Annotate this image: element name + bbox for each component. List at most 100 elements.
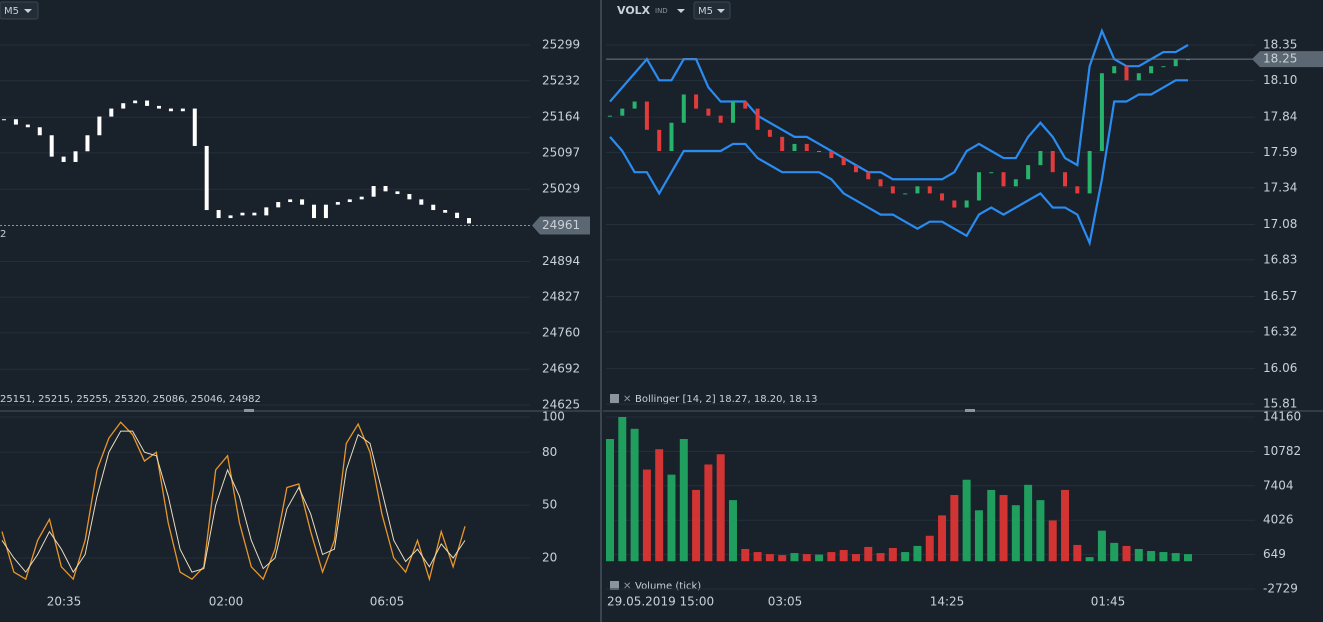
y-tick-label: 25232 (542, 73, 580, 87)
volume-bar (753, 552, 762, 562)
candle (121, 103, 126, 109)
candle (792, 143, 797, 152)
timeframe[interactable]: M5 (698, 6, 713, 17)
volume-bar (1036, 500, 1045, 562)
candle (347, 199, 352, 203)
candle (2, 119, 6, 121)
volume-bar (667, 474, 676, 562)
volume-bar (765, 554, 774, 562)
dropdown-box[interactable] (693, 1, 731, 20)
x-tick-label: 01:45 (1091, 595, 1126, 609)
volume-bar (606, 438, 614, 562)
y-tick-label: 25164 (542, 110, 580, 124)
x-tick-label: 20:35 (47, 595, 82, 609)
candle (632, 101, 637, 109)
volume-bar (1110, 542, 1119, 562)
candle (940, 193, 945, 201)
candle (866, 172, 871, 180)
candle (383, 186, 388, 192)
volume-label: Volume (tick) (635, 581, 701, 592)
volume-bar (1073, 544, 1082, 562)
y-tick-label: 14160 (1263, 410, 1301, 424)
candle (841, 158, 846, 166)
candle (1173, 59, 1178, 67)
y-tick-label: 16.32 (1263, 324, 1297, 338)
volume-bar (1085, 557, 1094, 562)
timeframe-dropdown[interactable]: M5 (693, 1, 731, 20)
volume-bar (741, 548, 750, 562)
volume-bar (1147, 551, 1156, 562)
y-tick-label: 649 (1263, 547, 1286, 561)
y-tick-label: 24894 (542, 254, 580, 268)
candle (371, 186, 376, 197)
symbol-badge: IND (655, 7, 668, 15)
close-icon[interactable]: ✕ (623, 581, 631, 592)
volume-bar (802, 554, 811, 562)
candle (216, 210, 221, 219)
candle (133, 100, 138, 104)
volume-bar (962, 479, 971, 562)
y-tick-label: 25097 (542, 145, 580, 159)
volume-bar (999, 495, 1008, 562)
candle (407, 194, 412, 200)
candle (85, 135, 90, 152)
y-tick-label: 17.84 (1263, 110, 1297, 124)
timeframe[interactable]: M5 (4, 6, 19, 17)
dropdown-arrow[interactable] (24, 9, 32, 13)
candle (192, 108, 197, 146)
volume-bar (642, 469, 651, 562)
candle (1038, 151, 1043, 166)
candle (228, 215, 233, 219)
candle (952, 200, 957, 208)
resize-handle[interactable] (965, 409, 975, 412)
volume-bar (1184, 554, 1192, 562)
dropdown-box[interactable] (0, 1, 39, 20)
y-tick-label: 24760 (542, 325, 580, 339)
menu-icon[interactable] (610, 394, 619, 403)
volume-bar (913, 545, 922, 562)
y-tick-label: 15.81 (1263, 397, 1297, 411)
close-icon[interactable]: ✕ (623, 394, 631, 405)
candle (706, 108, 711, 116)
volume-bar (901, 552, 910, 562)
dropdown-arrow[interactable] (677, 9, 685, 13)
volume-bar (1097, 530, 1106, 562)
candle (300, 199, 305, 205)
candle (1161, 66, 1166, 68)
candle (49, 135, 54, 157)
dropdown-arrow[interactable] (717, 9, 725, 13)
volume-bar (1011, 505, 1020, 562)
resize-handle[interactable] (244, 409, 254, 412)
bollinger-upper (609, 27, 1189, 181)
y-tick-label: 100 (542, 410, 565, 424)
candle (1136, 73, 1141, 81)
volume-bar (851, 554, 860, 562)
candle (1050, 151, 1055, 173)
timeframe-dropdown[interactable]: M5 (0, 1, 39, 20)
volume-bar (938, 515, 947, 562)
candle (817, 151, 822, 153)
volume-bar (1134, 548, 1143, 562)
price-tag (1252, 51, 1323, 68)
volume-bar (618, 417, 627, 562)
candle (681, 94, 686, 123)
candle (644, 101, 649, 130)
candle (431, 204, 436, 211)
candle (443, 210, 448, 213)
candle (915, 186, 920, 194)
candle (312, 204, 316, 219)
y-tick-label: 4026 (1263, 513, 1294, 527)
volume-bar (1159, 552, 1168, 562)
menu-icon[interactable] (610, 581, 619, 590)
candle (240, 212, 245, 216)
candle (1013, 179, 1018, 187)
candle (964, 200, 969, 208)
stochastic-d (1, 430, 466, 574)
price-tag (532, 216, 590, 235)
candle (109, 108, 114, 117)
y-tick-label: 80 (542, 445, 557, 459)
symbol: VOLX (617, 4, 651, 17)
candle (73, 151, 78, 162)
candle (145, 100, 150, 106)
candle (1149, 66, 1154, 74)
